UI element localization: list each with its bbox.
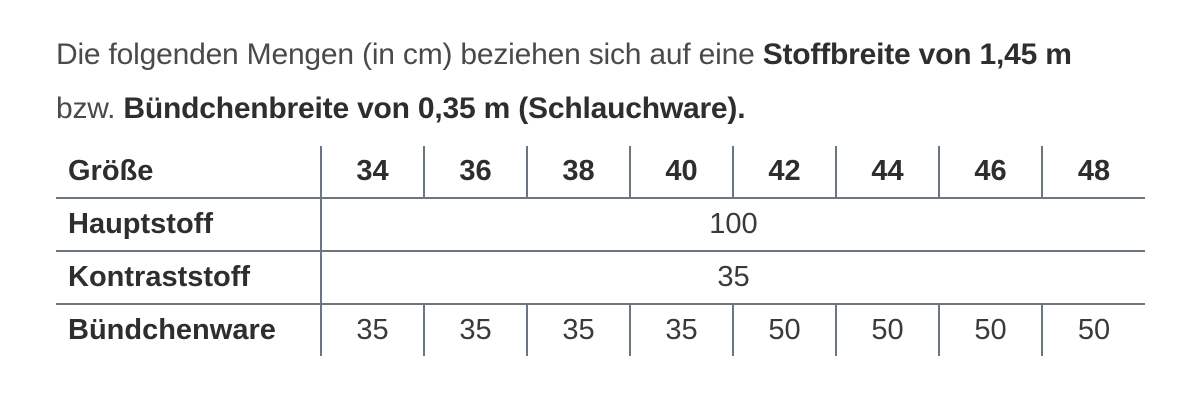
value-kontraststoff: 35 <box>320 251 1145 305</box>
value-buendchenware-cell: 35 <box>423 304 527 356</box>
fabric-width-text: Stoffbreite von 1,45 m <box>762 38 1072 71</box>
value-buendchenware-cell: 50 <box>835 304 939 356</box>
size-header-cell: 36 <box>423 146 527 199</box>
table-row-kontraststoff: Kontraststoff 35 <box>56 251 1145 305</box>
value-hauptstoff: 100 <box>320 198 1145 252</box>
value-buendchenware-cell: 35 <box>526 304 630 356</box>
value-buendchenware-cell: 50 <box>938 304 1042 356</box>
size-header-cell: 44 <box>835 146 939 199</box>
size-header-cell: 42 <box>732 146 836 199</box>
value-buendchenware-cell: 50 <box>1041 304 1145 356</box>
value-buendchenware-cell: 35 <box>320 304 424 356</box>
intro-line2-text: bzw. <box>56 92 124 125</box>
size-header-row: Größe 34 36 38 40 42 44 46 48 <box>56 146 1145 199</box>
size-header-label: Größe <box>56 146 321 199</box>
row-label-buendchenware: Bündchenware <box>68 314 276 346</box>
intro-text: Die folgenden Mengen (in cm) beziehen si… <box>56 28 1156 136</box>
size-header-cell: 48 <box>1041 146 1145 199</box>
table-row-buendchenware: Bündchenware 35 35 35 35 50 50 50 50 <box>56 304 1145 356</box>
row-label-hauptstoff: Hauptstoff <box>56 198 321 252</box>
cuff-width-text: Bündchenbreite von 0,35 m (Schlauchware)… <box>123 92 746 125</box>
size-header-cell: 40 <box>629 146 733 199</box>
fabric-quantity-table: Größe 34 36 38 40 42 44 46 48 Hauptstoff… <box>56 146 1145 356</box>
intro-line1-text: Die folgenden Mengen (in cm) beziehen si… <box>56 38 763 71</box>
value-buendchenware-cell: 35 <box>629 304 733 356</box>
size-header-cell: 34 <box>320 146 424 199</box>
size-header-cell: 46 <box>938 146 1042 199</box>
row-label-kontraststoff: Kontraststoff <box>56 251 321 305</box>
table-row-hauptstoff: Hauptstoff 100 <box>56 198 1145 252</box>
size-header-cell: 38 <box>526 146 630 199</box>
value-buendchenware-cell: 50 <box>732 304 836 356</box>
